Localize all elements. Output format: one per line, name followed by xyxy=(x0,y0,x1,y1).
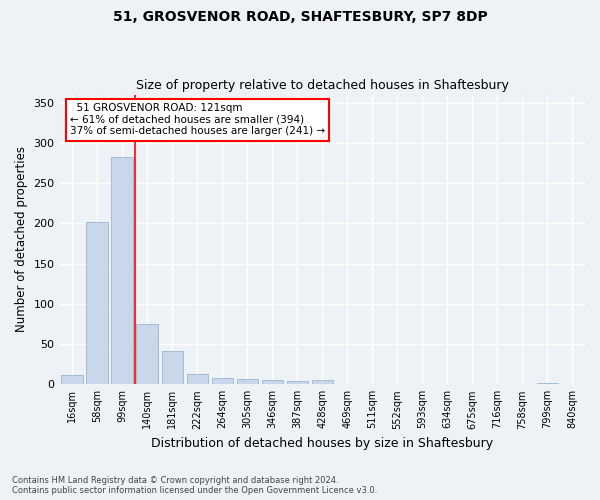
X-axis label: Distribution of detached houses by size in Shaftesbury: Distribution of detached houses by size … xyxy=(151,437,493,450)
Bar xyxy=(287,381,308,384)
Y-axis label: Number of detached properties: Number of detached properties xyxy=(15,146,28,332)
Title: Size of property relative to detached houses in Shaftesbury: Size of property relative to detached ho… xyxy=(136,79,509,92)
Bar xyxy=(212,378,233,384)
Bar xyxy=(112,156,133,384)
Text: Contains HM Land Registry data © Crown copyright and database right 2024.
Contai: Contains HM Land Registry data © Crown c… xyxy=(12,476,377,495)
Bar xyxy=(86,222,108,384)
Bar xyxy=(537,382,558,384)
Text: 51 GROSVENOR ROAD: 121sqm
← 61% of detached houses are smaller (394)
37% of semi: 51 GROSVENOR ROAD: 121sqm ← 61% of detac… xyxy=(70,103,325,136)
Bar xyxy=(61,374,83,384)
Bar xyxy=(311,380,333,384)
Bar xyxy=(161,352,183,384)
Bar xyxy=(236,380,258,384)
Text: 51, GROSVENOR ROAD, SHAFTESBURY, SP7 8DP: 51, GROSVENOR ROAD, SHAFTESBURY, SP7 8DP xyxy=(113,10,487,24)
Bar xyxy=(136,324,158,384)
Bar xyxy=(187,374,208,384)
Bar xyxy=(262,380,283,384)
